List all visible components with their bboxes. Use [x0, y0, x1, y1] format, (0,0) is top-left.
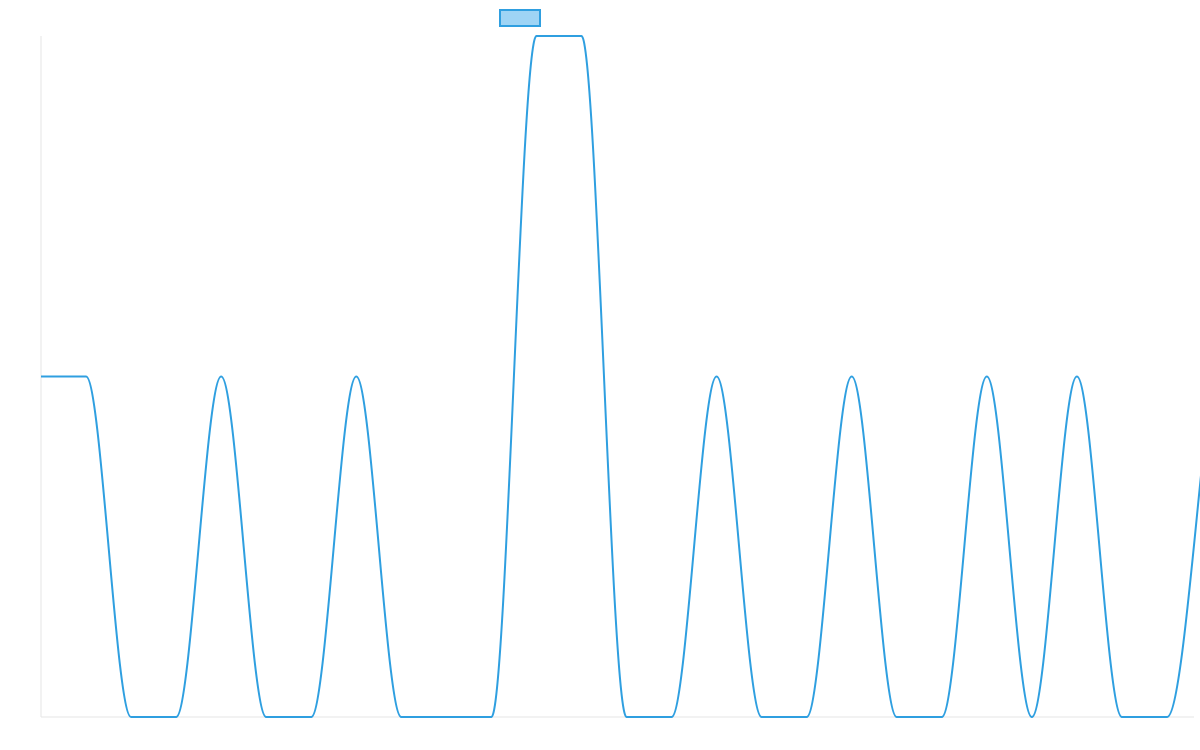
legend-swatch[interactable]: [499, 9, 541, 27]
series-line[interactable]: [41, 35, 1200, 719]
series-layer: [41, 35, 1200, 719]
legend[interactable]: [499, 9, 541, 27]
